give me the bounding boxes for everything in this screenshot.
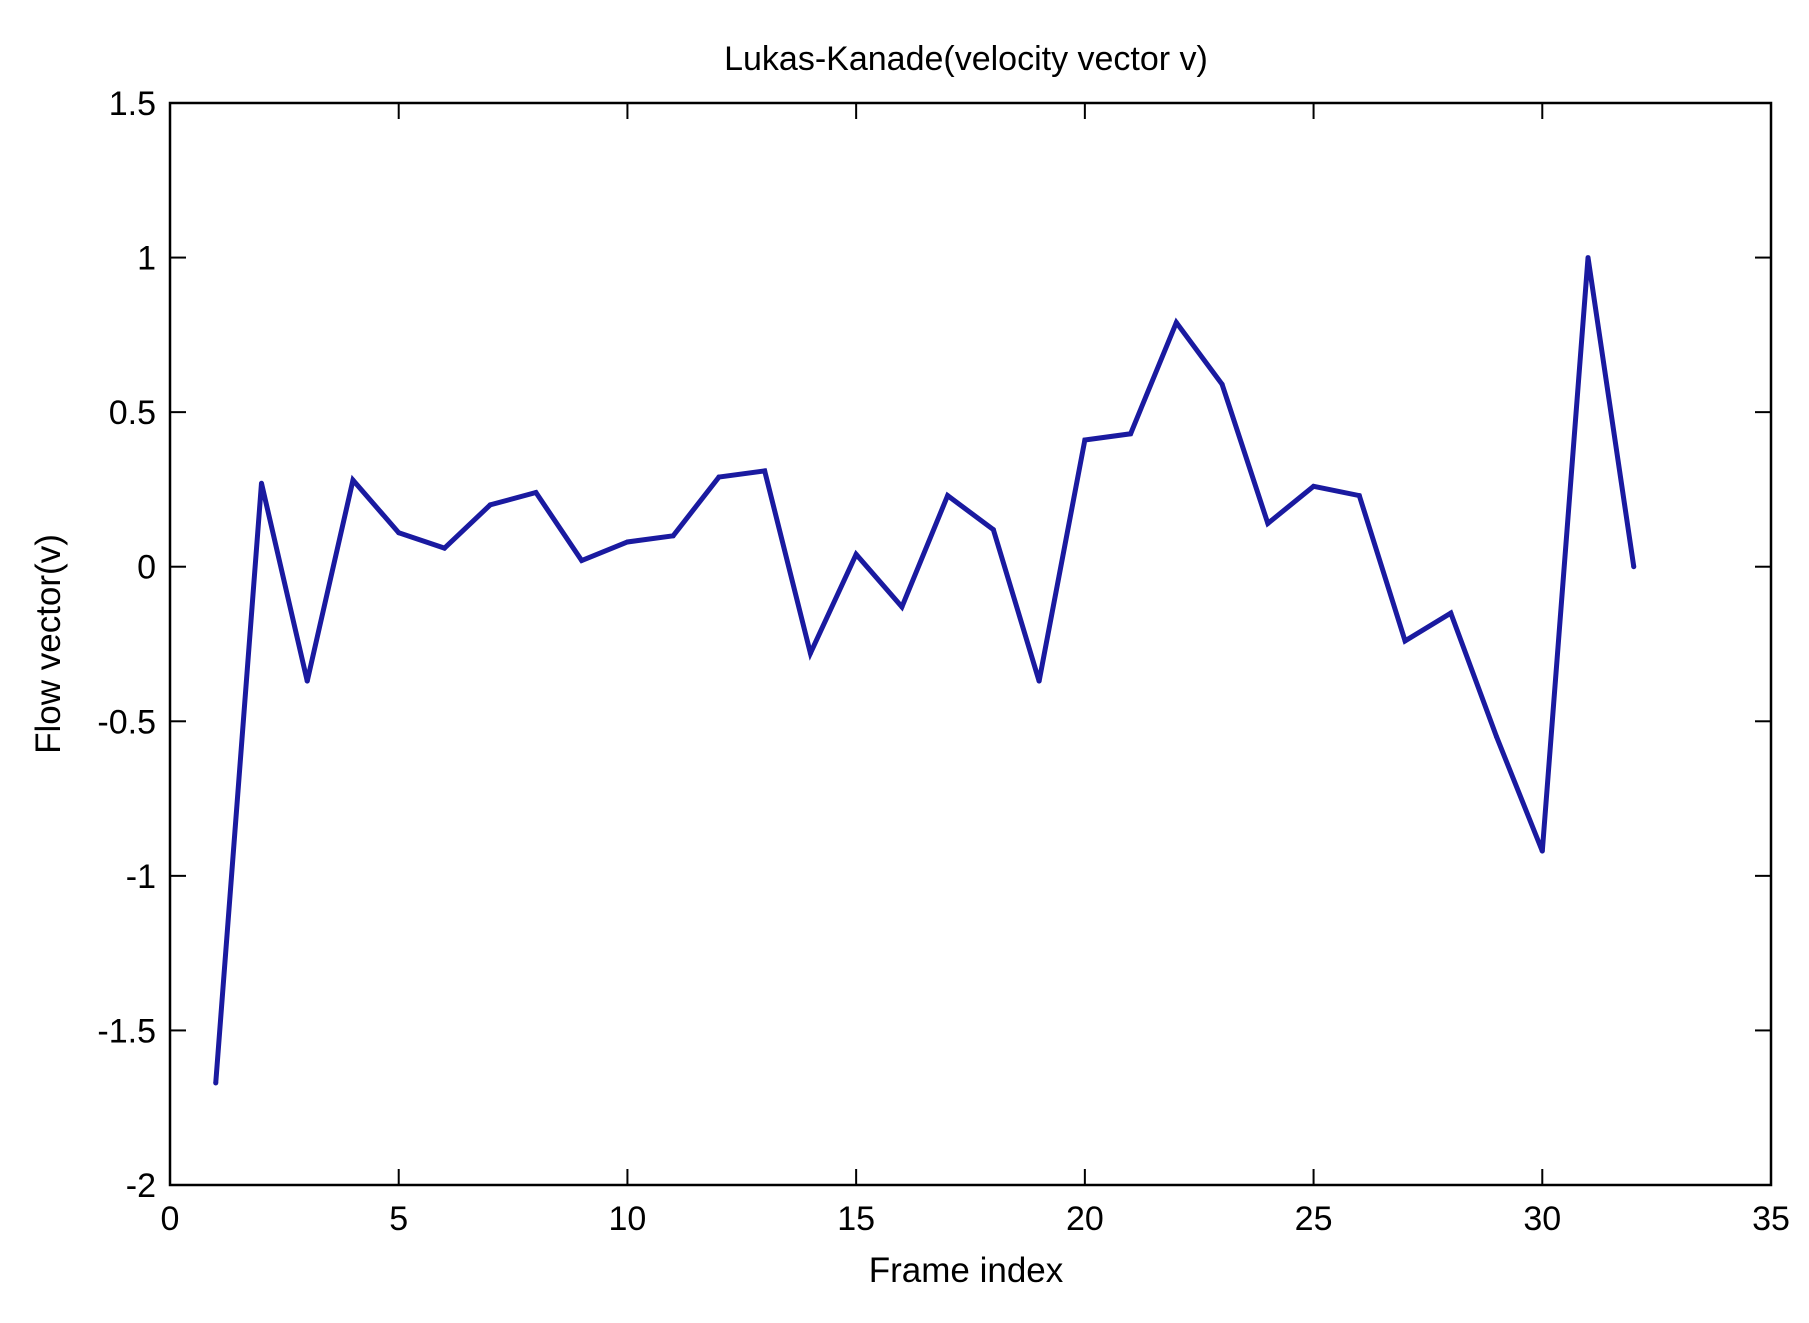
- data-point: [350, 477, 356, 483]
- data-point: [1173, 319, 1179, 325]
- data-point: [1082, 437, 1088, 443]
- y-axis-label: Flow vector(v): [29, 534, 68, 754]
- data-point: [533, 490, 539, 496]
- chart-title: Lukas-Kanade(velocity vector v): [724, 40, 1208, 78]
- data-point: [670, 533, 676, 539]
- data-point: [396, 530, 402, 536]
- data-point: [1036, 678, 1042, 684]
- data-point: [1311, 483, 1317, 489]
- x-tick-label: 0: [161, 1200, 180, 1238]
- data-point: [624, 539, 630, 545]
- data-point: [716, 474, 722, 480]
- data-point: [258, 480, 264, 486]
- x-tick-label: 35: [1752, 1200, 1790, 1238]
- x-tick-label: 5: [389, 1200, 408, 1238]
- data-point: [579, 558, 585, 564]
- y-tick-label: 0: [137, 549, 156, 587]
- x-axis-label: Frame index: [869, 1251, 1064, 1290]
- data-point: [487, 502, 493, 508]
- data-point: [807, 650, 813, 656]
- y-tick-label: 0.5: [109, 394, 156, 432]
- x-tick-label: 20: [1066, 1200, 1104, 1238]
- axis-ticks: [169, 102, 1772, 1186]
- x-tick-label: 25: [1295, 1200, 1333, 1238]
- y-tick-label: -0.5: [97, 703, 156, 741]
- data-point: [1219, 381, 1225, 387]
- data-point: [899, 604, 905, 610]
- data-point: [1356, 493, 1362, 499]
- y-tick-label: -1: [126, 858, 156, 896]
- data-point: [1402, 638, 1408, 644]
- x-tick-label: 10: [609, 1200, 647, 1238]
- data-point: [1585, 255, 1591, 261]
- y-tick-label: 1: [137, 240, 156, 278]
- data-point: [1539, 848, 1545, 854]
- y-tick-labels: -2 -1.5 -1 -0.5 0 0.5 1 1.5: [97, 85, 156, 1205]
- data-point: [441, 545, 447, 551]
- data-point: [1448, 610, 1454, 616]
- data-series: [213, 255, 1637, 1086]
- series-line: [213, 257, 1637, 1084]
- y-tick-label: 1.5: [109, 85, 156, 123]
- data-point: [1631, 564, 1637, 570]
- data-point: [853, 551, 859, 557]
- data-point: [213, 1080, 219, 1086]
- data-point: [762, 468, 768, 474]
- data-point: [304, 678, 310, 684]
- plot-area-frame: [168, 101, 1773, 1187]
- data-point: [1265, 520, 1271, 526]
- data-point: [1494, 734, 1500, 740]
- x-tick-label: 30: [1523, 1200, 1561, 1238]
- data-point: [945, 493, 951, 499]
- data-point: [1128, 431, 1134, 437]
- y-tick-label: -1.5: [97, 1012, 156, 1050]
- x-tick-labels: 0 5 10 15 20 25 30 35: [161, 1200, 1790, 1238]
- data-point: [990, 527, 996, 533]
- y-tick-label: -2: [126, 1167, 156, 1205]
- x-tick-label: 15: [837, 1200, 875, 1238]
